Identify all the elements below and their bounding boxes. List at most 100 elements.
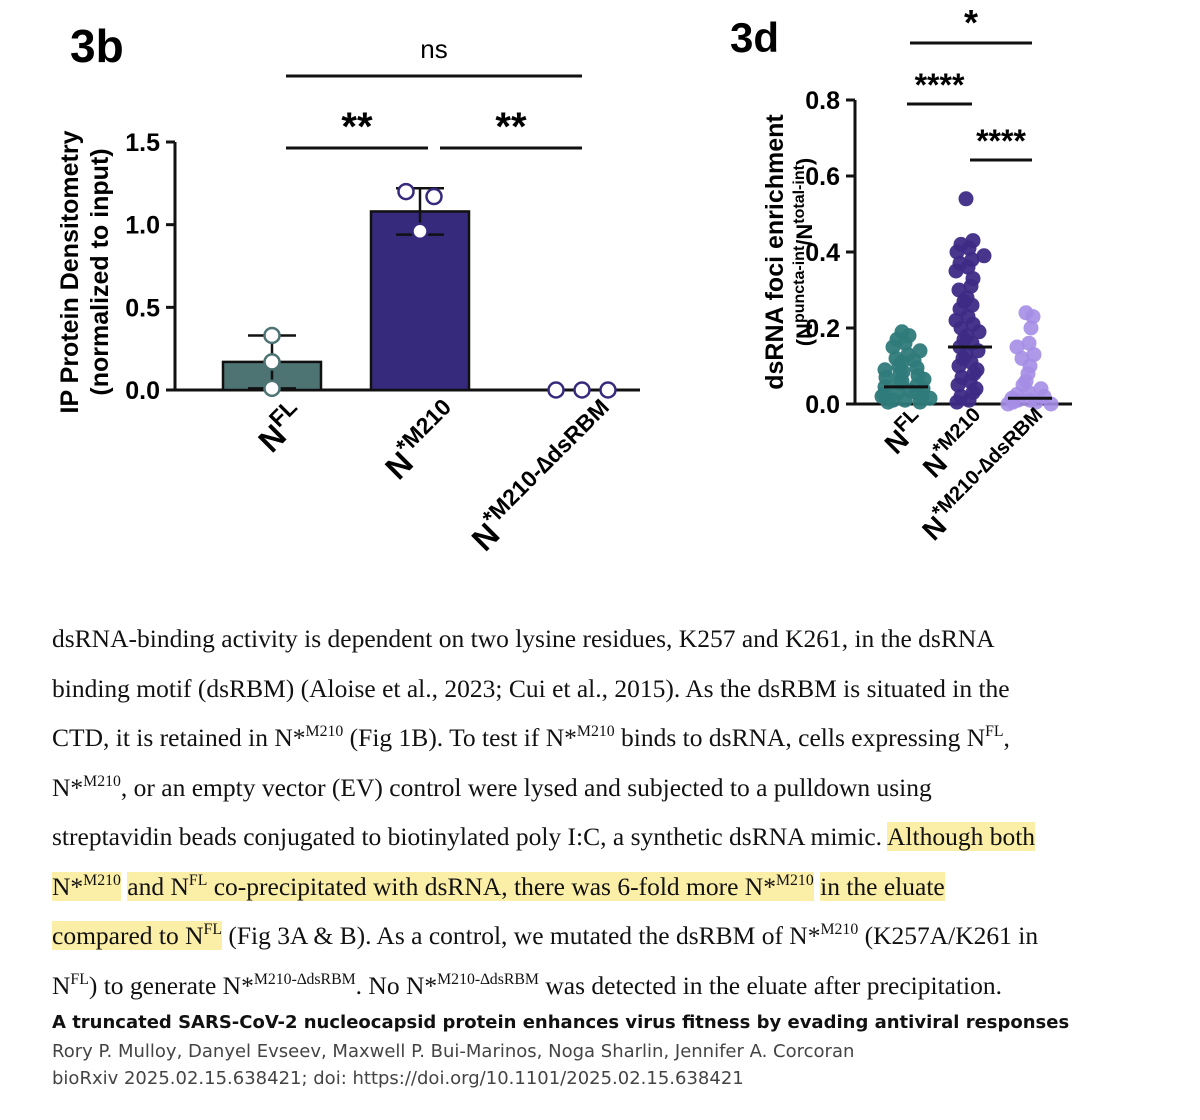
text-run: binds to dsRNA, cells expressing N <box>614 723 986 752</box>
x-category-label-3d: NFL <box>876 404 932 460</box>
superscript: M210 <box>775 871 814 889</box>
data-point-3d <box>1023 320 1039 336</box>
y-tick-label-3d: 0.4 <box>805 239 840 267</box>
superscript: M210 <box>820 921 859 939</box>
data-point-3d <box>1009 339 1025 355</box>
data-point-3d <box>1043 396 1059 412</box>
text-run: N <box>52 970 71 1000</box>
superscript: FL <box>203 921 222 939</box>
highlight: M210 <box>83 871 121 901</box>
text-run: , <box>1003 723 1010 752</box>
data-point-3d <box>963 278 979 294</box>
data-point-3d <box>912 394 928 410</box>
data-point-3d <box>1000 396 1016 412</box>
x-category-label-3b: N*M210 <box>374 394 467 487</box>
data-point-3b <box>573 381 591 399</box>
figure-panels: 3b IP Protein Densitometry (normalized t… <box>56 2 1072 558</box>
highlight: FL <box>188 871 208 901</box>
x-category-label-3b: N*M210-∆dsRBM <box>461 394 625 558</box>
data-point-3d <box>960 259 976 275</box>
y-sublabel-text-3d: (N <box>792 323 817 346</box>
body-paragraph: dsRNA-binding activity is dependent on t… <box>52 614 1192 1010</box>
text-run: co-precipitated with dsRNA, there was 6-… <box>207 871 776 901</box>
y-sublabel-sup-3d: total-int <box>791 164 808 223</box>
x-category-label-3b: NFL <box>247 394 313 460</box>
x-category-label-3b-sup: *M210 <box>391 394 456 459</box>
data-point-3d <box>1021 335 1037 351</box>
y-sublabel-text-3d: /N <box>792 224 817 246</box>
highlight: compared to N <box>52 921 204 950</box>
data-point-3b <box>411 222 429 241</box>
superscript: M210 <box>576 723 615 741</box>
data-point-3d <box>961 392 977 408</box>
data-point-3b <box>425 187 443 206</box>
y-tick-label-3d: 0.6 <box>805 163 840 191</box>
text-run: (Fig 3A & B). As a control, we mutated t… <box>221 921 821 950</box>
text-run: binding motif (dsRBM) (Aloise et al., 20… <box>52 673 1010 703</box>
text-run: N* <box>52 772 84 802</box>
highlight: N* <box>52 871 84 901</box>
y-tick-label-3b: 0.0 <box>125 377 160 405</box>
data-point-3d <box>964 297 980 313</box>
highlight: and N <box>127 871 189 901</box>
y-tick-label-3d: 0.0 <box>805 391 840 419</box>
superscript: M210-∆dsRBM <box>437 970 539 988</box>
significance-label-3b: ** <box>495 105 527 149</box>
x-category-label-3b-sup: *M210-∆dsRBM <box>477 394 614 531</box>
data-point-3b <box>263 353 281 371</box>
y-tick-label-3b: 0.5 <box>125 294 160 322</box>
data-point-3d <box>949 244 965 260</box>
text-run: dsRNA-binding activity is dependent on t… <box>52 624 995 653</box>
data-point-3d <box>949 394 965 410</box>
significance-label-3d: **** <box>915 67 965 103</box>
superscript: FL <box>70 970 89 988</box>
data-point-3d <box>897 335 913 351</box>
paper-authors: Rory P. Mulloy, Danyel Evseev, Maxwell P… <box>52 1041 855 1062</box>
panel-label-3b: 3b <box>70 20 124 72</box>
data-point-3b <box>263 379 281 398</box>
significance-label-3d: * <box>964 2 978 43</box>
data-point-3d <box>897 392 913 408</box>
data-point-3d <box>958 191 974 207</box>
data-point-3d <box>961 240 977 256</box>
y-axis-label-3d: dsRNA foci enrichment <box>761 114 789 390</box>
x-category-label-3d-sup: *M210 <box>928 404 985 461</box>
data-point-3d <box>951 358 967 374</box>
text-run: and N <box>127 871 189 901</box>
data-point-3d <box>885 339 901 355</box>
y-tick-label-3d: 0.8 <box>805 87 840 115</box>
data-point-3b <box>547 381 565 399</box>
body-line: compared to NFL (Fig 3A & B). As a contr… <box>52 911 1192 961</box>
highlight: FL <box>203 921 222 950</box>
text-run: . No N* <box>355 970 438 1000</box>
data-point-3b <box>599 381 617 399</box>
panel-3d-dot-plot: 3d dsRNA foci enrichment (Npuncta-int/Nt… <box>730 2 1072 546</box>
superscript: M210 <box>83 772 121 790</box>
superscript: FL <box>188 871 208 889</box>
data-point-3d <box>948 263 964 279</box>
y-tick-label-3d: 0.2 <box>805 315 840 343</box>
text-run: N* <box>52 871 84 901</box>
superscript: M210-∆dsRBM <box>253 970 356 988</box>
text-run: ) to generate N* <box>88 970 254 1000</box>
y-axis-label-3b: IP Protein Densitometry <box>56 130 84 413</box>
text-run: was detected in the eluate after precipi… <box>538 970 1003 1000</box>
paper-title: A truncated SARS-CoV-2 nucleocapsid prot… <box>52 1012 1070 1033</box>
text-run: CTD, it is retained in N* <box>52 723 306 752</box>
body-line: N*M210 and NFL co-precipitated with dsRN… <box>52 862 1192 912</box>
citation-block: A truncated SARS-CoV-2 nucleocapsid prot… <box>52 1012 1069 1089</box>
significance-label-3d: **** <box>976 123 1026 159</box>
paper-doi: bioRxiv 2025.02.15.638421; doi: https://… <box>52 1068 744 1089</box>
y-axis-sublabel-3b: (normalized to input) <box>86 148 114 395</box>
y-sublabel-text-3d: ) <box>792 158 817 165</box>
text-run: (Fig 1B). To test if N* <box>343 723 577 752</box>
body-line: CTD, it is retained in N* M210 (Fig 1B). … <box>52 713 1192 763</box>
y-axis-sublabel-3d: (Npuncta-int/Ntotal-int) <box>791 158 817 347</box>
body-line: streptavidin beads conjugated to biotiny… <box>52 812 1192 862</box>
data-point-3d <box>1026 347 1042 363</box>
data-point-3d <box>976 248 992 264</box>
bar-3b <box>369 210 471 392</box>
superscript: M210 <box>83 871 121 889</box>
text-run: streptavidin beads conjugated to biotiny… <box>52 822 888 851</box>
highlight: M210 <box>775 871 814 901</box>
